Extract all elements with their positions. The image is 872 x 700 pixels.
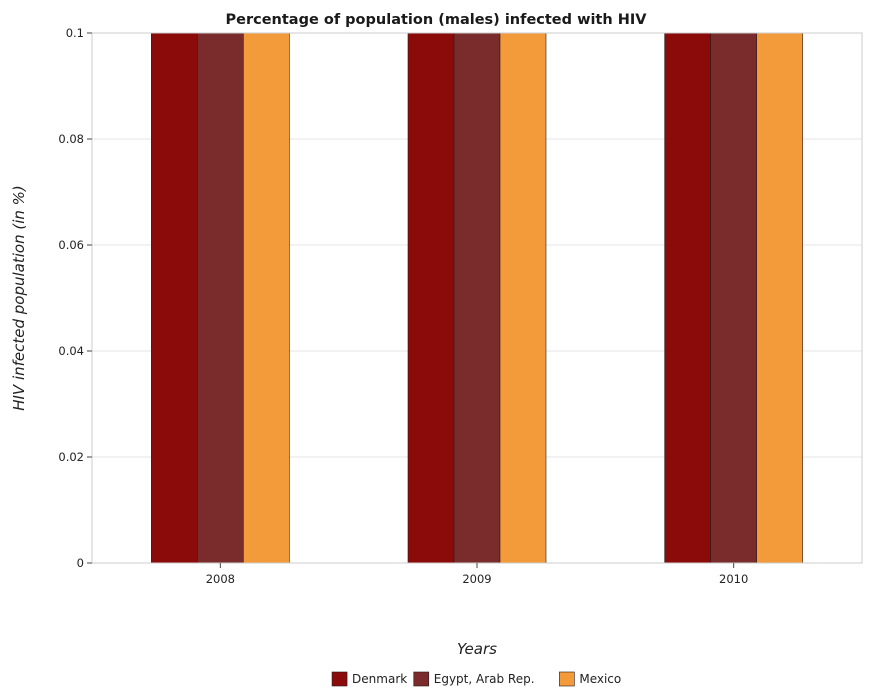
- bar-mexico-2010: [756, 32, 803, 564]
- x-tick-label: 2008: [206, 572, 235, 586]
- x-axis-label: Years: [457, 640, 497, 658]
- bar-denmark-2008: [151, 32, 198, 564]
- y-tick-label: 0: [77, 556, 84, 570]
- chart-title: Percentage of population (males) infecte…: [226, 12, 648, 28]
- y-tick-label: 0.04: [58, 344, 84, 358]
- bar-egypt-arab-rep--2010: [710, 32, 757, 564]
- x-tick-label: 2010: [719, 572, 748, 586]
- bar-mexico-2008: [243, 32, 290, 564]
- legend: Denmark Egypt, Arab Rep. Mexico: [331, 671, 621, 687]
- x-tick-label: 2009: [462, 572, 491, 586]
- legend-swatch: [331, 671, 348, 687]
- y-tick-label: 0.08: [58, 132, 84, 146]
- bar-egypt-arab-rep--2009: [453, 32, 501, 564]
- bar-egypt-arab-rep--2008: [197, 32, 244, 564]
- legend-label: Mexico: [579, 672, 621, 686]
- y-axis-ticks: 0 0.02 0.04 0.06 0.08 0.1: [58, 26, 92, 570]
- bar-mexico-2009: [499, 32, 547, 564]
- legend-label: Denmark: [352, 672, 407, 686]
- bar-denmark-2009: [407, 32, 455, 564]
- legend-label: Egypt, Arab Rep.: [434, 672, 535, 686]
- y-axis-label: HIV infected population (in %): [10, 185, 28, 411]
- y-tick-label: 0.02: [58, 450, 84, 464]
- legend-swatch: [413, 671, 430, 687]
- y-tick-label: 0.06: [58, 238, 84, 252]
- y-tick-label: 0.1: [66, 26, 84, 40]
- legend-swatch: [559, 671, 575, 687]
- bar-denmark-2010: [664, 32, 711, 564]
- bars: [151, 32, 803, 564]
- x-axis-ticks: 2008 2009 2010: [206, 563, 748, 586]
